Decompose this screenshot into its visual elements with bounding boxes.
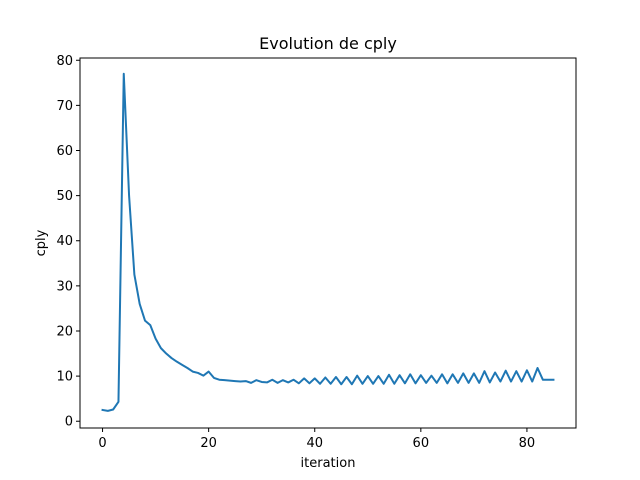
y-tick-label: 60 — [56, 144, 73, 159]
y-tick-label: 40 — [56, 234, 73, 249]
chart-title: Evolution de cply — [259, 34, 397, 53]
series-line-cply — [101, 72, 555, 412]
x-tick-label: 80 — [519, 436, 536, 451]
x-tick-label: 40 — [306, 436, 323, 451]
y-tick-label: 20 — [56, 324, 73, 339]
y-tick-label: 70 — [56, 99, 73, 114]
y-tick-label: 80 — [56, 54, 73, 69]
y-tick-label: 50 — [56, 189, 73, 204]
x-tick-label: 20 — [200, 436, 217, 451]
x-axis: 0 20 40 60 80 — [98, 428, 535, 451]
y-tick-label: 10 — [56, 370, 73, 385]
x-axis-label: iteration — [301, 456, 356, 471]
y-tick-label: 30 — [56, 279, 73, 294]
x-tick-label: 60 — [413, 436, 430, 451]
plot-frame — [79, 57, 577, 429]
y-axis-label: cply — [34, 229, 49, 256]
y-axis: 0 10 20 30 40 50 60 70 80 — [56, 54, 80, 430]
y-tick-label: 0 — [65, 415, 73, 430]
x-tick-label: 0 — [98, 436, 106, 451]
